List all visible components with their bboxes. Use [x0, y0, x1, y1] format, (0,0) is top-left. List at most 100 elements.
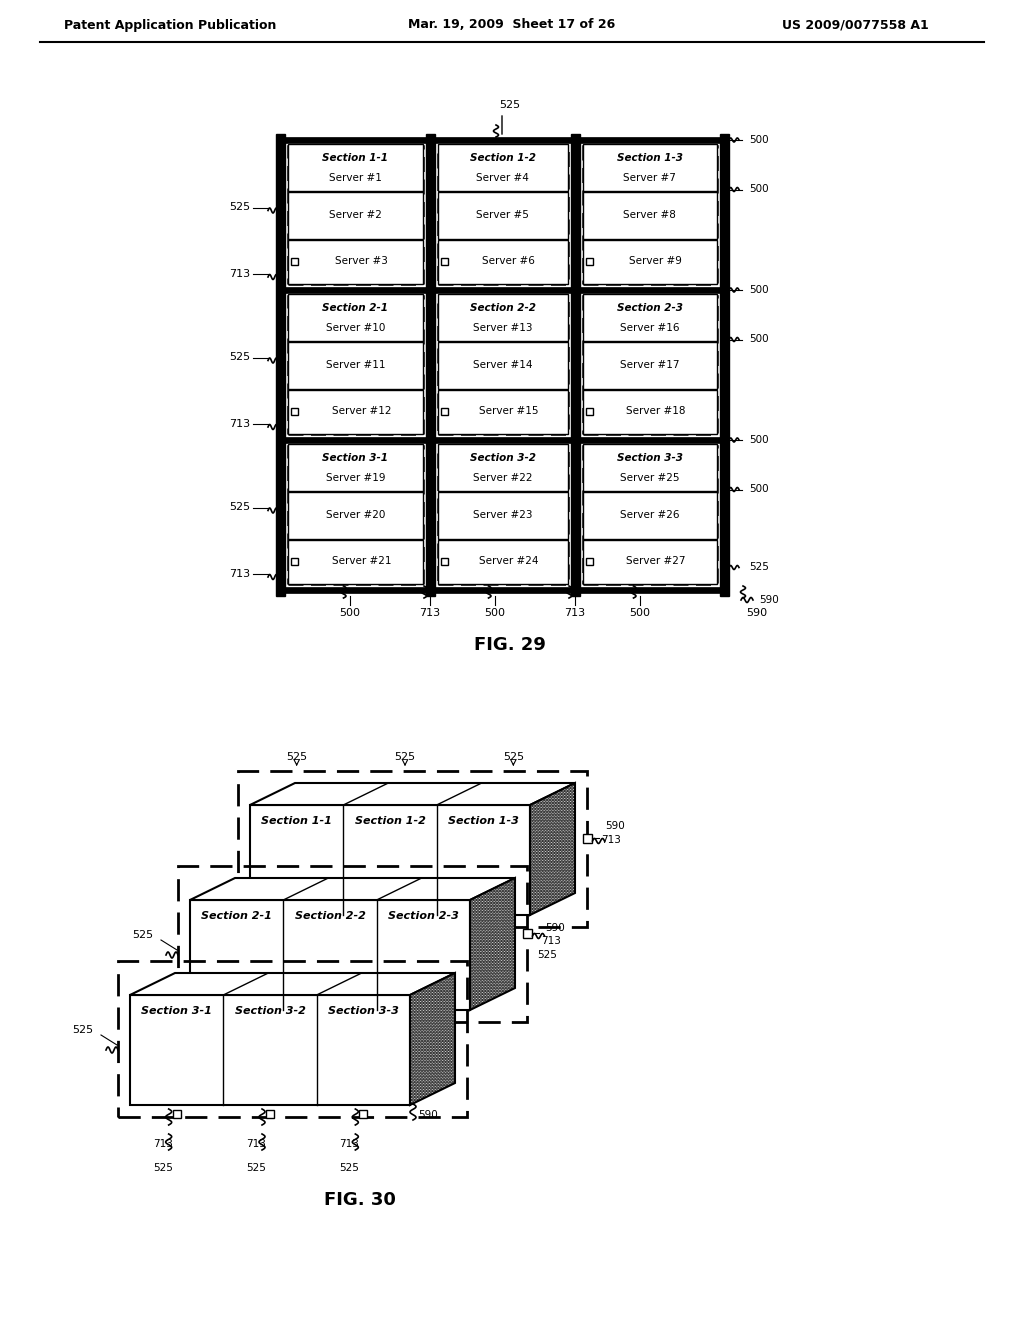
Text: Server #1: Server #1 — [329, 173, 382, 182]
Text: 525: 525 — [503, 752, 524, 762]
Bar — [583, 389, 717, 434]
Text: FIG. 29: FIG. 29 — [474, 636, 546, 653]
Text: 525: 525 — [394, 752, 416, 762]
Text: FIG. 30: FIG. 30 — [324, 1191, 396, 1209]
Text: Section 2-2: Section 2-2 — [295, 911, 366, 921]
Bar — [586, 408, 593, 414]
Bar — [440, 257, 447, 265]
Text: Section 1-2: Section 1-2 — [354, 816, 425, 826]
Polygon shape — [470, 878, 515, 1010]
Text: Section 1-1: Section 1-1 — [261, 816, 332, 826]
Bar — [130, 995, 410, 1105]
Text: Server #17: Server #17 — [620, 360, 680, 370]
Text: Server #14: Server #14 — [473, 360, 532, 370]
Text: 525: 525 — [132, 931, 153, 940]
Polygon shape — [250, 783, 575, 805]
Text: Server #6: Server #6 — [482, 256, 535, 267]
Text: Section 3-2: Section 3-2 — [234, 1006, 305, 1016]
Text: Server #19: Server #19 — [326, 473, 385, 483]
Text: Section 2-2: Section 2-2 — [469, 304, 536, 313]
Text: 713: 713 — [420, 609, 440, 618]
Text: 500: 500 — [749, 135, 769, 145]
Text: 525: 525 — [229, 503, 250, 512]
Text: Server #12: Server #12 — [332, 407, 391, 417]
Bar — [583, 240, 717, 284]
Text: Server #20: Server #20 — [326, 510, 385, 520]
Bar — [288, 144, 423, 191]
Polygon shape — [410, 973, 455, 1105]
Text: Section 3-2: Section 3-2 — [469, 453, 536, 463]
Bar — [586, 257, 593, 265]
Text: 525: 525 — [246, 1163, 266, 1173]
Text: Server #7: Server #7 — [624, 173, 676, 182]
Text: Server #25: Server #25 — [620, 473, 680, 483]
Text: Server #10: Server #10 — [326, 322, 385, 333]
Bar — [291, 257, 298, 265]
Bar — [276, 587, 729, 593]
Bar — [288, 240, 423, 284]
Text: 525: 525 — [229, 202, 250, 213]
Text: 500: 500 — [339, 609, 360, 618]
Bar — [190, 900, 470, 1010]
Text: Server #27: Server #27 — [626, 557, 685, 566]
Text: Server #24: Server #24 — [479, 557, 539, 566]
Bar — [583, 444, 717, 491]
Text: Section 3-3: Section 3-3 — [328, 1006, 398, 1016]
Bar — [583, 144, 717, 191]
Text: 500: 500 — [629, 609, 650, 618]
Text: 713: 713 — [153, 1139, 173, 1148]
Text: Section 3-1: Section 3-1 — [141, 1006, 212, 1016]
Bar — [583, 833, 592, 842]
Bar — [440, 558, 447, 565]
Text: 525: 525 — [500, 100, 520, 110]
Bar — [437, 389, 567, 434]
Bar — [437, 294, 567, 341]
Bar — [437, 240, 567, 284]
Bar — [266, 1110, 274, 1118]
Text: Patent Application Publication: Patent Application Publication — [63, 18, 276, 32]
Bar — [583, 492, 717, 539]
Bar — [288, 342, 423, 389]
Text: Server #11: Server #11 — [326, 360, 385, 370]
Bar — [288, 540, 423, 583]
Text: 500: 500 — [749, 334, 769, 345]
Bar — [276, 137, 729, 143]
Text: 713: 713 — [601, 836, 621, 845]
Text: Server #26: Server #26 — [620, 510, 680, 520]
Text: 713: 713 — [229, 418, 250, 429]
Bar — [522, 928, 531, 937]
Bar — [583, 342, 717, 389]
Text: Server #13: Server #13 — [473, 322, 532, 333]
Text: Section 2-3: Section 2-3 — [388, 911, 459, 921]
Bar — [288, 492, 423, 539]
Bar — [437, 144, 567, 191]
Text: 500: 500 — [484, 609, 505, 618]
Text: 713: 713 — [541, 936, 561, 946]
Bar — [291, 558, 298, 565]
Text: Mar. 19, 2009  Sheet 17 of 26: Mar. 19, 2009 Sheet 17 of 26 — [409, 18, 615, 32]
Text: 713: 713 — [246, 1139, 266, 1148]
Text: Server #16: Server #16 — [620, 322, 680, 333]
Bar — [437, 444, 567, 491]
Text: 713: 713 — [339, 1139, 359, 1148]
Text: 590: 590 — [746, 609, 768, 618]
Text: 713: 713 — [564, 609, 586, 618]
Bar — [173, 1110, 180, 1118]
Bar — [570, 135, 580, 597]
Text: 525: 525 — [153, 1163, 173, 1173]
Bar — [288, 294, 423, 341]
Text: 525: 525 — [537, 950, 557, 960]
Bar — [720, 135, 729, 597]
Text: Section 1-2: Section 1-2 — [469, 153, 536, 164]
Text: 590: 590 — [605, 821, 625, 832]
Text: 500: 500 — [749, 436, 769, 445]
Bar — [276, 135, 285, 597]
Text: 525: 525 — [286, 752, 307, 762]
Text: 590: 590 — [545, 923, 565, 933]
Text: Server #21: Server #21 — [332, 557, 391, 566]
Bar — [276, 286, 729, 293]
Bar — [437, 342, 567, 389]
Bar — [586, 558, 593, 565]
Text: Server #23: Server #23 — [473, 510, 532, 520]
Bar — [437, 191, 567, 239]
